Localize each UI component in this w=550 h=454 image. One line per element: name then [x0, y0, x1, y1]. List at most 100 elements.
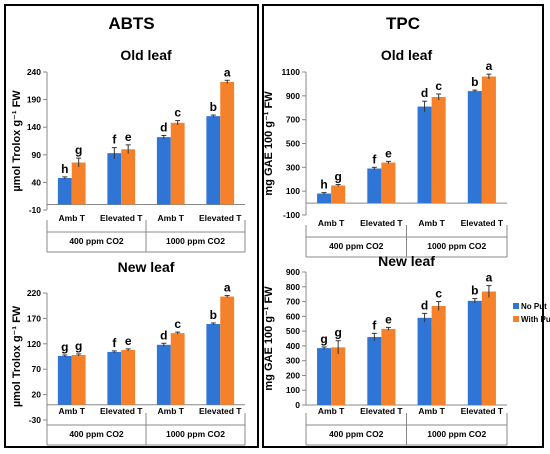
- y-tick-label: 70: [32, 364, 42, 374]
- category-label: Elevated T: [461, 406, 504, 416]
- y-tick-label: 100: [286, 385, 300, 395]
- bar: [71, 354, 86, 405]
- y-tick-label: 500: [286, 139, 300, 149]
- bar: [107, 351, 122, 405]
- chart-title: Old leaf: [120, 47, 172, 63]
- category-label: Amb T: [158, 406, 185, 416]
- y-tick-label: 700: [286, 297, 300, 307]
- y-tick-label: 100: [286, 186, 300, 196]
- category-label: Amb T: [59, 406, 86, 416]
- y-tick-label: 0: [295, 400, 300, 410]
- bar: [481, 291, 496, 405]
- y-tick-label: 700: [286, 115, 300, 125]
- significance-label: g: [61, 340, 68, 354]
- category-label: Elevated T: [199, 406, 242, 416]
- bar: [220, 81, 235, 205]
- significance-label: g: [334, 169, 341, 183]
- y-axis-label: mg GAE 100 g⁻¹ FW: [263, 91, 275, 196]
- y-tick-label: 1100: [282, 67, 301, 77]
- y-axis-label: mg GAE 100 g⁻¹ FW: [263, 286, 275, 391]
- bar: [220, 296, 235, 405]
- y-tick-label: 240: [27, 67, 41, 77]
- significance-label: f: [372, 318, 377, 332]
- chart-4: New leaf 0 100 200 300 400 500 600 700 800 900 mg G…: [263, 253, 508, 446]
- category-label: Amb T: [158, 213, 185, 223]
- legend-swatch: [513, 316, 519, 322]
- bar: [467, 300, 482, 405]
- y-tick-label: 90: [32, 150, 42, 160]
- chart-1: Old leaf -10 40 90 140 190 240 µmol Trolox g⁻¹ …: [11, 47, 246, 253]
- bar: [331, 185, 346, 204]
- y-tick-label: -10: [29, 205, 42, 215]
- y-tick-label: 220: [27, 288, 41, 298]
- category-label: Amb T: [418, 218, 445, 228]
- y-axis-label: µmol Trolox g⁻¹ FW: [11, 305, 23, 407]
- category-label: Elevated T: [100, 213, 143, 223]
- significance-label: g: [75, 339, 82, 353]
- y-tick-label: 200: [286, 370, 300, 380]
- y-tick-label: 400: [286, 341, 300, 351]
- significance-label: b: [210, 100, 217, 114]
- significance-label: d: [160, 120, 167, 134]
- y-tick-label: -100: [283, 210, 300, 220]
- bar: [381, 328, 396, 405]
- bar: [317, 193, 332, 204]
- bar: [381, 162, 396, 204]
- legend-label: With Put: [521, 315, 550, 324]
- significance-label: g: [75, 143, 82, 157]
- category-label: Elevated T: [199, 213, 242, 223]
- significance-label: d: [421, 86, 428, 100]
- significance-label: a: [486, 271, 493, 285]
- significance-label: d: [160, 328, 167, 342]
- category-label: Amb T: [318, 218, 345, 228]
- group-label: 1000 ppm CO2: [427, 429, 486, 439]
- significance-label: f: [112, 133, 117, 147]
- significance-label: d: [421, 298, 428, 312]
- bar: [206, 323, 221, 405]
- chart-title: New leaf: [378, 253, 435, 269]
- significance-label: g: [320, 332, 327, 346]
- category-label: Elevated T: [100, 406, 143, 416]
- group-label: 400 ppm CO2: [329, 241, 384, 251]
- significance-label: f: [372, 152, 377, 166]
- y-tick-label: -30: [29, 415, 42, 425]
- y-tick-label: 900: [286, 91, 300, 101]
- bar: [331, 347, 346, 405]
- tpc-panel-title: TPC: [386, 14, 420, 33]
- bar: [170, 333, 185, 405]
- bar: [367, 337, 382, 405]
- significance-label: a: [224, 65, 231, 79]
- bar: [121, 349, 136, 405]
- category-label: Amb T: [318, 406, 345, 416]
- abts-panel-title: ABTS: [108, 14, 155, 33]
- tpc-panel: TPC: [262, 4, 544, 448]
- significance-label: b: [471, 75, 478, 89]
- bar: [431, 97, 446, 204]
- legend-swatch: [513, 303, 519, 309]
- y-tick-label: 900: [286, 267, 300, 277]
- bar: [71, 162, 86, 205]
- y-tick-label: 190: [27, 95, 41, 105]
- significance-label: b: [210, 308, 217, 322]
- significance-label: h: [320, 178, 327, 192]
- group-label: 1000 ppm CO2: [166, 429, 225, 439]
- bar: [57, 177, 72, 205]
- group-label: 400 ppm CO2: [329, 429, 384, 439]
- group-label: 1000 ppm CO2: [427, 241, 486, 251]
- chart-2: New leaf -30 20 70 120 170 220 µmol Trolox g⁻¹ …: [11, 259, 246, 446]
- group-label: 400 ppm CO2: [69, 429, 124, 439]
- abts-panel: ABTS: [4, 4, 259, 448]
- y-tick-label: 800: [286, 282, 300, 292]
- legend: No Put With Put: [513, 302, 550, 324]
- chart-3: Old leaf -100 100 300 500 700 900 1100 mg GAE 10…: [263, 47, 508, 258]
- significance-label: e: [385, 312, 392, 326]
- significance-label: a: [224, 281, 231, 295]
- category-label: Elevated T: [360, 218, 403, 228]
- chart-title: New leaf: [118, 259, 175, 275]
- category-label: Amb T: [59, 213, 86, 223]
- y-tick-label: 120: [27, 339, 41, 349]
- y-axis-label: µmol Trolox g⁻¹ FW: [11, 90, 23, 192]
- y-tick-label: 300: [286, 162, 300, 172]
- significance-label: e: [125, 334, 132, 348]
